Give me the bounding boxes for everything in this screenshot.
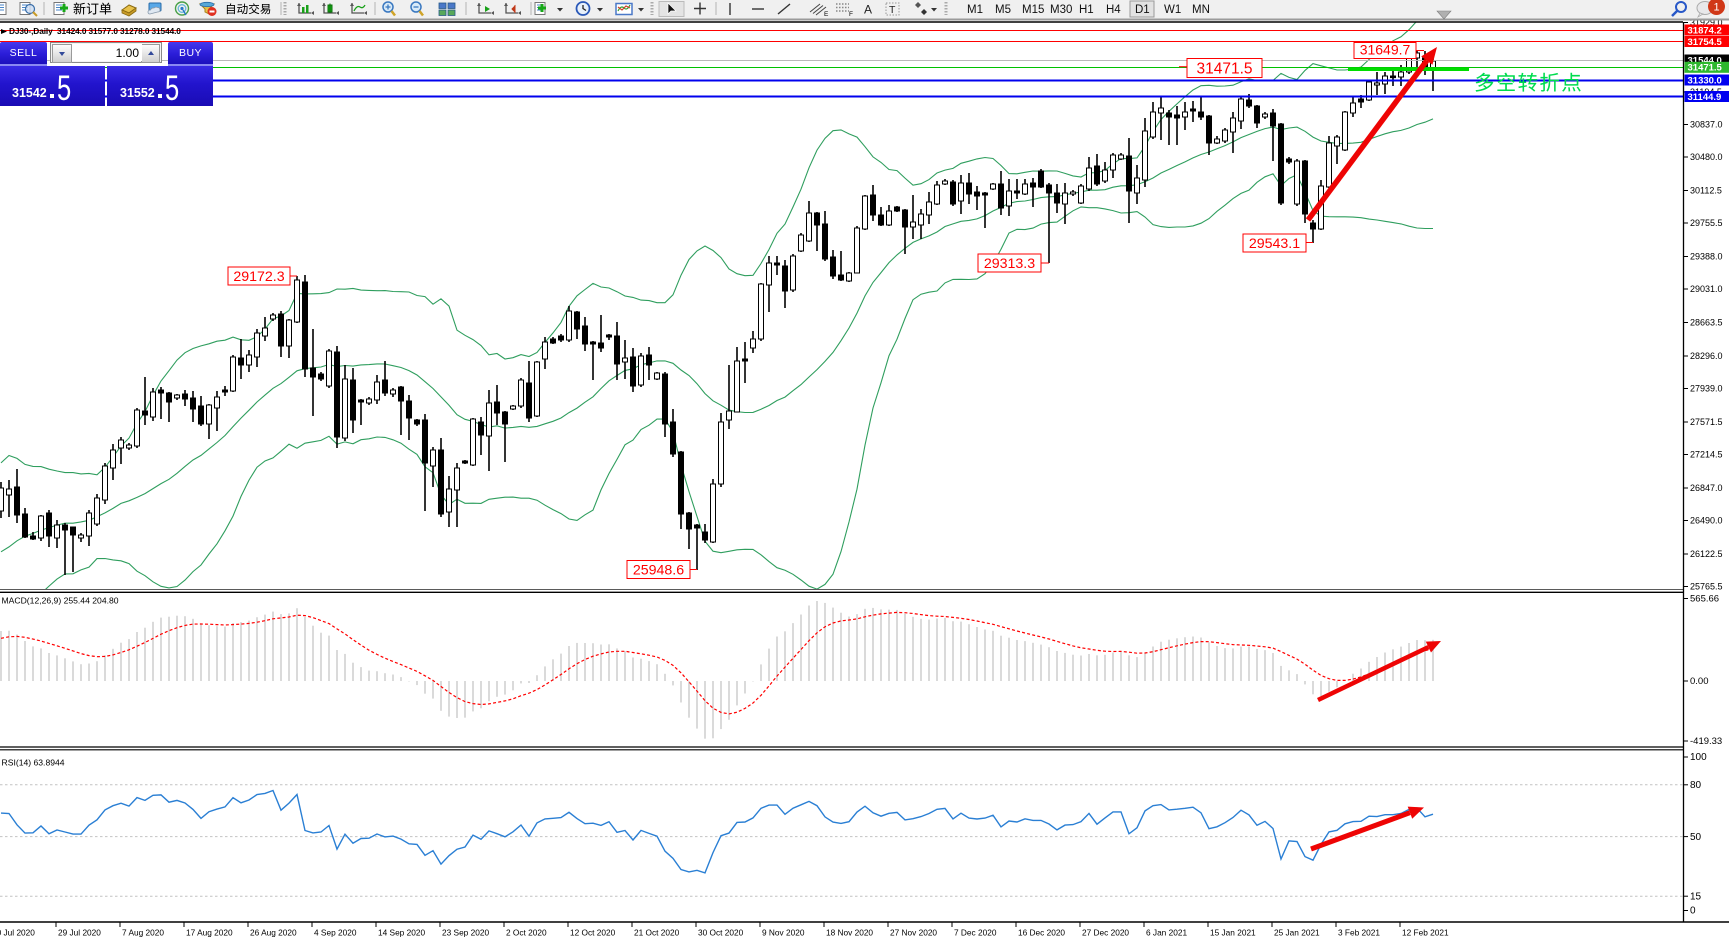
svg-text:30480.0: 30480.0 [1690,152,1723,162]
svg-text:27939.0: 27939.0 [1690,384,1723,394]
svg-text:20 Jul 2020: 20 Jul 2020 [0,928,35,938]
svg-text:31874.2: 31874.2 [1688,25,1722,36]
svg-text:A: A [864,3,872,17]
svg-text:565.66: 565.66 [1690,594,1719,605]
svg-text:29031.0: 29031.0 [1690,284,1723,294]
svg-text:28663.5: 28663.5 [1690,318,1723,328]
svg-text:31754.5: 31754.5 [1688,37,1723,48]
svg-text:27 Dec 2020: 27 Dec 2020 [1082,928,1129,938]
svg-text:25765.5: 25765.5 [1690,582,1723,592]
svg-text:MACD(12,26,9) 255.44 204.80: MACD(12,26,9) 255.44 204.80 [2,596,119,606]
svg-text:29172.3: 29172.3 [233,269,284,285]
svg-text:17 Aug 2020: 17 Aug 2020 [186,928,233,938]
svg-text:31929.0: 31929.0 [1690,18,1723,28]
svg-text:29543.1: 29543.1 [1249,236,1300,252]
svg-text:29313.3: 29313.3 [984,256,1035,272]
svg-text:0: 0 [1690,906,1696,917]
svg-text:6 Jan 2021: 6 Jan 2021 [1146,928,1187,938]
svg-text:3 Feb 2021: 3 Feb 2021 [1338,928,1380,938]
svg-text:2 Oct 2020: 2 Oct 2020 [506,928,547,938]
svg-text:80: 80 [1690,780,1702,791]
svg-text:15 Jan 2021: 15 Jan 2021 [1210,928,1256,938]
svg-text:M30: M30 [1050,4,1072,16]
svg-text:31649.7: 31649.7 [1360,42,1411,58]
svg-text:9 Nov 2020: 9 Nov 2020 [762,928,805,938]
svg-text:29388.0: 29388.0 [1690,252,1723,262]
svg-text:DJ30-,Daily 31424.0 31577.0 3: DJ30-,Daily 31424.0 31577.0 31278.0 3154… [9,26,181,36]
svg-text:30837.0: 30837.0 [1690,120,1723,130]
svg-text:31144.9: 31144.9 [1688,92,1722,103]
svg-text:4 Sep 2020: 4 Sep 2020 [314,928,357,938]
svg-text:D1: D1 [1135,4,1150,16]
svg-text:30 Oct 2020: 30 Oct 2020 [698,928,744,938]
svg-text:30112.5: 30112.5 [1690,186,1722,196]
svg-text:31544.0: 31544.0 [1688,55,1722,66]
svg-text:29 Jul 2020: 29 Jul 2020 [58,928,101,938]
svg-text:21 Oct 2020: 21 Oct 2020 [634,928,680,938]
svg-text:25948.6: 25948.6 [633,563,684,579]
svg-text:0.00: 0.00 [1690,676,1709,687]
svg-text:27571.5: 27571.5 [1690,417,1723,427]
svg-text:27 Nov 2020: 27 Nov 2020 [890,928,937,938]
svg-text:14 Sep 2020: 14 Sep 2020 [378,928,425,938]
svg-text:16 Dec 2020: 16 Dec 2020 [1018,928,1065,938]
svg-text:27214.5: 27214.5 [1690,450,1723,460]
svg-text:MN: MN [1192,4,1210,16]
svg-text:H1: H1 [1079,4,1094,16]
svg-text:28296.0: 28296.0 [1690,351,1723,361]
svg-text:7 Aug 2020: 7 Aug 2020 [122,928,164,938]
svg-text:50: 50 [1690,832,1702,843]
svg-text:H4: H4 [1106,4,1121,16]
svg-text:1: 1 [1714,2,1720,14]
svg-text:RSI(14) 63.8944: RSI(14) 63.8944 [2,758,65,768]
svg-text:12 Feb 2021: 12 Feb 2021 [1402,928,1449,938]
svg-text:E: E [824,11,829,18]
svg-text:12 Oct 2020: 12 Oct 2020 [570,928,616,938]
svg-text:31330.0: 31330.0 [1688,75,1722,86]
svg-text:-419.33: -419.33 [1690,736,1722,747]
svg-text:100: 100 [1690,752,1707,763]
svg-text:T: T [889,4,896,16]
svg-text:25 Jan 2021: 25 Jan 2021 [1274,928,1320,938]
svg-text:31471.5: 31471.5 [1196,61,1252,78]
svg-text:26490.0: 26490.0 [1690,516,1723,526]
svg-text:M1: M1 [967,4,983,16]
svg-text:26122.5: 26122.5 [1690,549,1723,559]
svg-text:18 Nov 2020: 18 Nov 2020 [826,928,873,938]
svg-text:26847.0: 26847.0 [1690,483,1723,493]
svg-text:M5: M5 [995,4,1011,16]
svg-text:W1: W1 [1164,4,1181,16]
svg-text:15: 15 [1690,891,1702,902]
svg-text:F: F [849,11,853,18]
svg-text:7 Dec 2020: 7 Dec 2020 [954,928,997,938]
svg-text:26 Aug 2020: 26 Aug 2020 [250,928,297,938]
svg-text:23 Sep 2020: 23 Sep 2020 [442,928,489,938]
svg-text:29755.5: 29755.5 [1690,218,1723,228]
svg-text:M15: M15 [1022,4,1044,16]
svg-text:31471.5: 31471.5 [1688,63,1723,74]
